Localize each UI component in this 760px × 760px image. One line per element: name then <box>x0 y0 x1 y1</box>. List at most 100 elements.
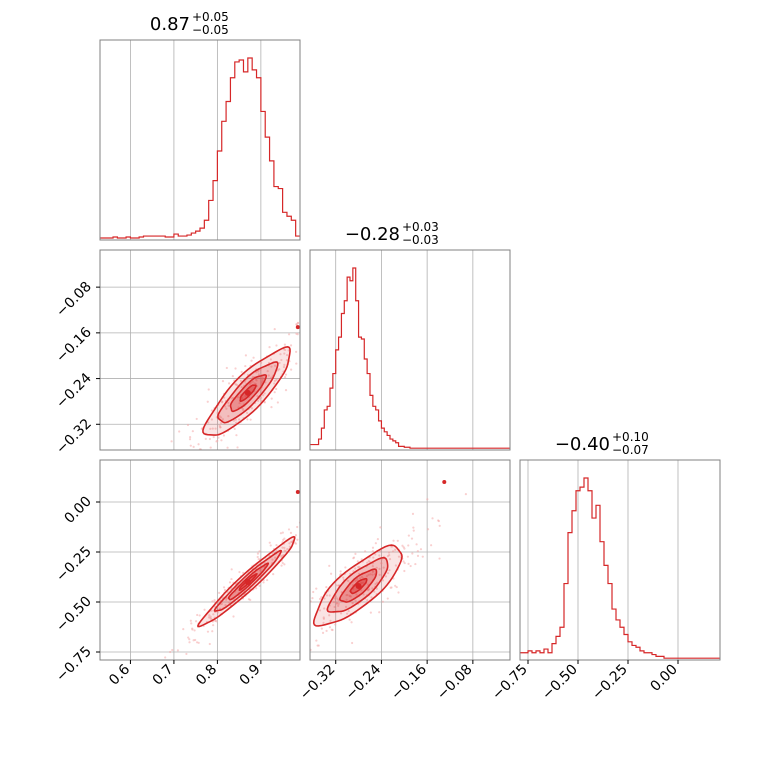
sample-point <box>315 523 317 525</box>
sample-point <box>224 405 227 408</box>
sample-point <box>282 365 286 369</box>
sample-point <box>320 596 323 599</box>
sample-point <box>392 539 395 542</box>
sample-point <box>317 340 319 342</box>
sample-point <box>386 597 389 600</box>
sample-point <box>315 587 318 590</box>
sample-point <box>386 572 390 575</box>
sample-point <box>322 621 325 624</box>
sample-point <box>304 597 306 599</box>
sample-point <box>287 333 291 336</box>
sample-point <box>171 648 174 652</box>
title-plus-0: +0.05 <box>192 10 229 24</box>
sample-point <box>438 524 441 527</box>
x-tick-label-1-1: −0.24 <box>343 661 385 703</box>
sample-point <box>225 366 228 370</box>
sample-point <box>230 568 233 571</box>
density-inner-1 <box>164 490 332 659</box>
sample-point <box>188 638 191 641</box>
sample-point <box>431 517 434 520</box>
density-peak <box>244 579 251 585</box>
sample-point <box>338 673 340 675</box>
sample-point <box>254 378 258 381</box>
sample-point <box>191 430 194 433</box>
sample-point <box>284 550 287 553</box>
sample-point <box>211 427 214 430</box>
sample-point <box>296 321 300 325</box>
sample-point <box>381 579 385 582</box>
sample-point <box>330 572 333 575</box>
y-tick-label-2-3: 0.00 <box>61 494 94 527</box>
sample-point <box>227 415 230 418</box>
sample-point <box>416 554 420 557</box>
sample-point <box>284 373 288 376</box>
sample-point <box>227 404 230 407</box>
sample-point <box>279 353 282 356</box>
sample-point <box>345 593 348 597</box>
sample-point <box>362 581 365 584</box>
sample-point <box>281 546 284 549</box>
sample-point <box>275 344 278 347</box>
sample-point <box>225 598 228 601</box>
sample-point <box>334 623 337 626</box>
sample-point <box>394 584 397 587</box>
sample-point <box>272 573 275 576</box>
sample-point <box>225 407 228 410</box>
outlier-point <box>442 480 447 484</box>
sample-point <box>323 607 326 610</box>
sample-point <box>270 376 273 379</box>
sample-point <box>365 575 369 578</box>
sample-point <box>384 575 388 578</box>
sample-point <box>242 408 245 412</box>
sample-point <box>306 334 308 336</box>
sample-point <box>286 643 288 645</box>
sample-point <box>181 451 183 453</box>
sample-point <box>348 618 351 621</box>
sample-point <box>210 609 213 612</box>
sample-point <box>344 566 347 569</box>
sample-point <box>397 591 400 594</box>
sample-point <box>336 597 339 600</box>
sample-point <box>251 375 255 379</box>
sample-point <box>219 416 223 419</box>
sample-point <box>285 353 289 357</box>
sample-point <box>364 550 367 553</box>
sample-point <box>318 609 322 612</box>
sample-point <box>273 391 276 394</box>
sample-point <box>150 472 152 474</box>
sample-point <box>333 605 336 609</box>
sample-point <box>196 613 199 617</box>
sample-point <box>218 414 221 418</box>
title-plus-1: +0.03 <box>402 220 439 234</box>
frames-layer <box>99 39 721 661</box>
sample-point <box>374 582 377 586</box>
sample-point <box>412 526 415 529</box>
sample-point <box>359 577 362 580</box>
density-panel-2-1 <box>286 480 468 675</box>
sample-point <box>275 378 278 381</box>
sample-point <box>230 577 233 581</box>
sample-point <box>313 520 315 522</box>
sample-point <box>262 394 265 397</box>
sample-point <box>315 302 317 304</box>
sample-point <box>367 573 370 577</box>
outlier-point <box>295 325 300 330</box>
sample-point <box>266 578 269 582</box>
sample-point <box>306 528 308 530</box>
sample-point <box>197 641 200 644</box>
sample-point <box>372 556 375 559</box>
sample-point <box>294 534 298 537</box>
sample-point <box>283 363 286 366</box>
sample-point <box>403 561 406 565</box>
sample-point <box>238 401 241 405</box>
sample-point <box>169 650 172 654</box>
sample-point <box>354 599 357 602</box>
sample-point <box>267 374 270 377</box>
sample-point <box>276 401 279 404</box>
sample-point <box>412 529 415 532</box>
sample-point <box>330 528 332 530</box>
sample-point <box>187 636 190 639</box>
sample-point <box>312 590 315 594</box>
sample-point <box>221 380 225 383</box>
sample-point <box>280 564 283 567</box>
